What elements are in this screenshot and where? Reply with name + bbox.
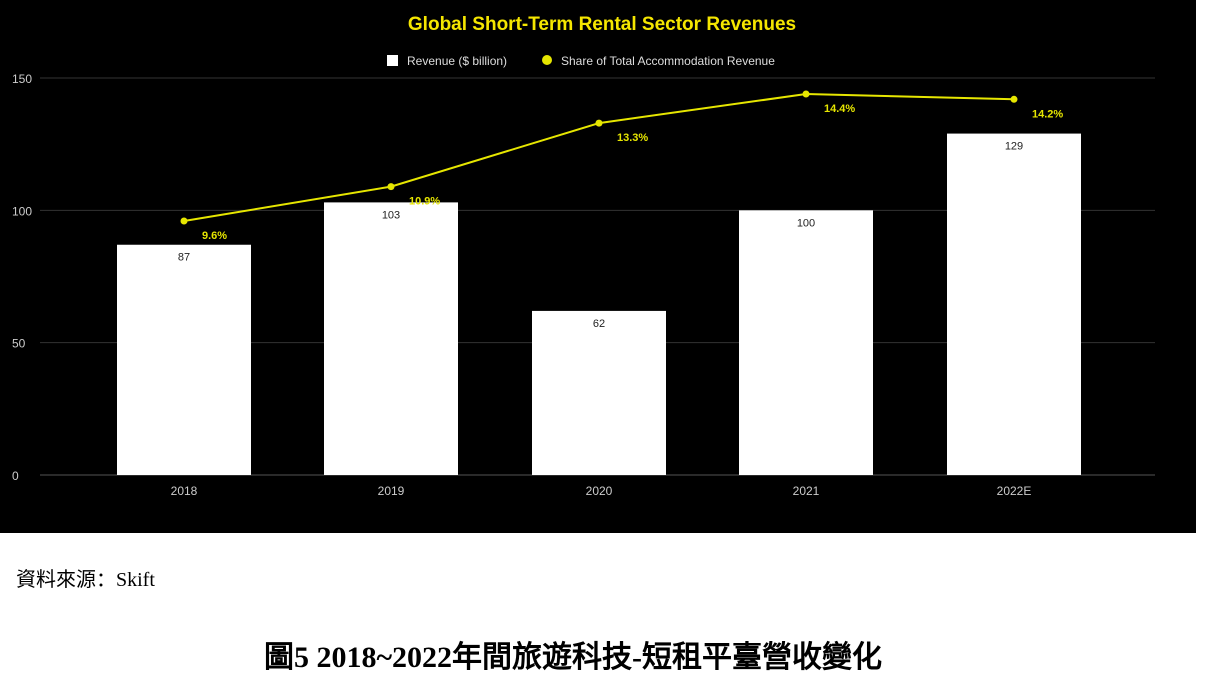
point-value-label: 9.6% (202, 230, 227, 242)
x-tick-label: 2018 (171, 484, 198, 498)
bar-value-label: 129 (1005, 141, 1023, 153)
source-text: 資料來源：Skift (16, 569, 155, 591)
legend-swatch-share (542, 55, 552, 65)
bar-revenue (739, 210, 873, 476)
point-share (180, 217, 188, 225)
y-tick-label: 100 (12, 204, 32, 218)
point-value-label: 10.9% (409, 196, 440, 208)
y-tick-label: 0 (12, 469, 19, 483)
bar-value-label: 103 (382, 209, 400, 221)
x-tick-label: 2022E (997, 484, 1032, 498)
chart-svg: Global Short-Term Rental Sector Revenues… (12, 14, 1155, 498)
x-tick-label: 2020 (586, 484, 613, 498)
legend-label-share: Share of Total Accommodation Revenue (561, 54, 775, 68)
y-tick-label: 50 (12, 337, 26, 351)
bar-revenue (324, 202, 458, 476)
figure-caption: 圖5 2018~2022年間旅遊科技-短租平臺營收變化 (263, 641, 883, 674)
x-tick-label: 2021 (793, 484, 820, 498)
y-tick-label: 150 (12, 72, 32, 86)
bar-value-label: 87 (178, 252, 190, 264)
x-tick-label: 2019 (378, 484, 405, 498)
point-value-label: 14.4% (824, 103, 855, 115)
point-share (802, 90, 810, 98)
legend-swatch-revenue (387, 55, 398, 66)
point-share (595, 119, 603, 127)
legend-label-revenue: Revenue ($ billion) (407, 54, 507, 68)
bar-value-label: 62 (593, 318, 605, 330)
bar-revenue (117, 244, 251, 475)
line-share (183, 92, 1015, 222)
bar-revenue (947, 133, 1081, 475)
point-share (387, 183, 395, 191)
bar-value-label: 100 (797, 217, 815, 229)
bar-revenue (532, 310, 666, 475)
point-share (1010, 95, 1018, 103)
point-value-label: 13.3% (617, 132, 648, 144)
chart-title: Global Short-Term Rental Sector Revenues (408, 14, 796, 35)
chart-panel: Global Short-Term Rental Sector Revenues… (0, 0, 1196, 533)
point-value-label: 14.2% (1032, 108, 1063, 120)
